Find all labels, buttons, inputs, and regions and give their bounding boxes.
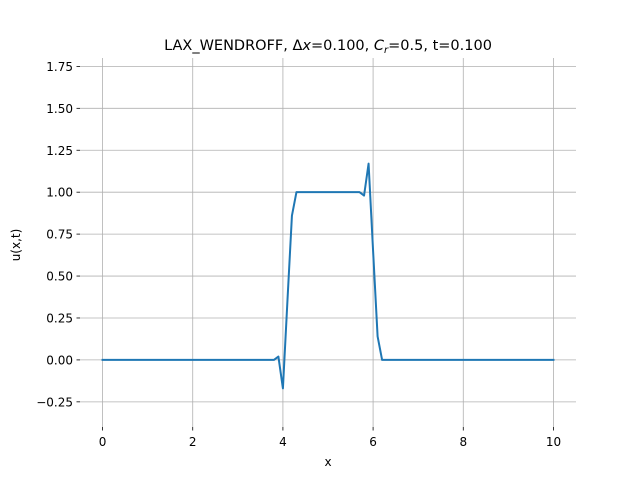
y-tick-label: 0.50: [46, 270, 73, 284]
x-axis-label: x: [324, 455, 331, 469]
series-line: [101, 162, 555, 390]
grid-lines: [80, 58, 576, 427]
x-tick-label: 4: [279, 435, 287, 449]
x-tick-label: 10: [546, 435, 561, 449]
y-tick-label: 0.00: [46, 353, 73, 367]
y-tick-label: −0.25: [36, 395, 73, 409]
y-tick-label: 1.75: [46, 60, 73, 74]
y-axis-label: u(x,t): [9, 229, 23, 262]
y-tick-label: 1.00: [46, 186, 73, 200]
y-tick-label: 0.25: [46, 311, 73, 325]
plot-area: [101, 162, 555, 390]
x-tick-label: 6: [369, 435, 377, 449]
chart-title: LAX_WENDROFF, Δx=0.100, Cr=0.5, t=0.100: [164, 38, 492, 56]
y-tick-label: 1.25: [46, 144, 73, 158]
y-tick-label: 1.50: [46, 102, 73, 116]
y-tick-label: 0.75: [46, 228, 73, 242]
x-tick-label: 0: [99, 435, 107, 449]
x-tick-label: 2: [189, 435, 197, 449]
axis-ticks: 0 2 4 6 8 10 −0.25 0.00 0.25 0.50 0.75 1.00 1.25 1.50…: [36, 60, 561, 449]
x-tick-label: 8: [459, 435, 467, 449]
